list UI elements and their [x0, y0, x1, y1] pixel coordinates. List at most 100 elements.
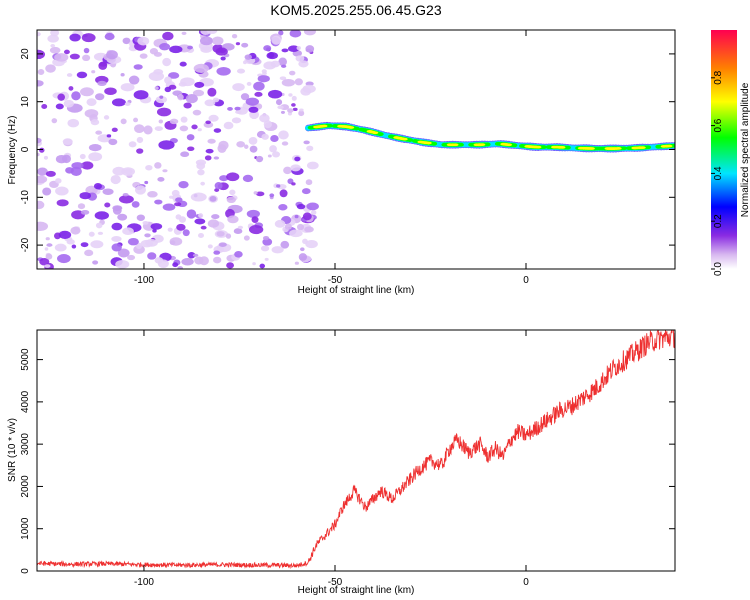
noise-blob: [289, 70, 296, 76]
noise-blob: [235, 110, 242, 114]
noise-blob: [177, 266, 183, 269]
noise-blob: [272, 151, 280, 158]
noise-blob: [291, 103, 296, 107]
signal-track: [305, 121, 675, 153]
noise-blob: [197, 169, 205, 176]
signal-track-cell: [615, 147, 622, 150]
noise-blob: [297, 223, 305, 231]
x-tick-label: -50: [328, 577, 343, 588]
signal-track-cell: [326, 123, 333, 128]
noise-blob: [300, 87, 312, 96]
noise-blob: [304, 226, 314, 233]
noise-blob: [95, 93, 105, 101]
noise-blob: [232, 83, 245, 92]
noise-blob: [281, 78, 296, 87]
noise-blob: [158, 140, 175, 150]
noise-blob: [39, 147, 45, 153]
noise-blob: [243, 235, 250, 241]
snr-series-line: [37, 330, 675, 570]
noise-blob: [180, 151, 190, 158]
noise-blob: [56, 199, 69, 207]
noise-blob: [178, 81, 187, 87]
noise-blob: [240, 93, 250, 101]
noise-blob: [110, 174, 121, 185]
noise-blob: [226, 196, 236, 204]
noise-blob: [283, 166, 292, 175]
noise-blob: [294, 156, 301, 162]
noise-blob: [80, 242, 89, 248]
noise-blob: [144, 180, 149, 185]
noise-blob: [249, 145, 258, 153]
noise-blob: [37, 32, 41, 37]
noise-blob: [154, 86, 159, 90]
noise-blob: [181, 257, 194, 266]
noise-blob: [156, 107, 172, 117]
y-tick-label: 4000: [20, 390, 31, 413]
noise-blob: [43, 155, 49, 160]
noise-blob: [302, 238, 308, 244]
noise-blob: [104, 87, 117, 96]
noise-blob: [269, 193, 275, 198]
noise-blob: [71, 244, 77, 249]
noise-blob: [255, 191, 265, 197]
noise-blob: [209, 195, 217, 202]
noise-blob: [216, 231, 225, 237]
y-tick-label: 3000: [20, 433, 31, 456]
noise-blob: [144, 233, 151, 238]
noise-blob: [218, 140, 229, 151]
noise-blob: [106, 50, 118, 60]
noise-blob: [244, 144, 249, 149]
noise-blob: [134, 185, 146, 195]
noise-blob: [186, 209, 197, 219]
noise-blob: [142, 220, 149, 225]
noise-blob: [88, 152, 103, 162]
noise-blob: [246, 81, 252, 86]
noise-blob: [42, 187, 52, 196]
noise-blob: [131, 201, 140, 208]
signal-track-cell: [377, 132, 384, 137]
noise-blob: [49, 46, 61, 54]
noise-blob: [92, 260, 99, 265]
noise-blob: [154, 162, 162, 169]
y-tick-label: -20: [20, 237, 31, 252]
noise-blob: [85, 185, 98, 195]
noise-blob: [200, 30, 211, 36]
noise-blob: [157, 177, 165, 182]
noise-blob: [246, 209, 260, 218]
noise-blob: [302, 212, 312, 221]
colorbar-ticks: 0.0 0.2 0.4 0.6 0.8: [711, 70, 724, 276]
noise-blob: [111, 235, 122, 242]
noise-blob: [218, 242, 227, 247]
noise-blob: [193, 63, 209, 73]
noise-blob: [108, 138, 118, 146]
noise-blob: [259, 113, 270, 123]
noise-blob: [254, 91, 263, 97]
signal-track-cell: [540, 145, 547, 150]
noise-blob: [62, 138, 73, 146]
noise-blob: [46, 243, 53, 247]
noise-blob: [39, 257, 50, 266]
noise-blob: [231, 33, 238, 39]
noise-blob: [289, 30, 302, 38]
noise-blob: [172, 262, 179, 268]
noise-blob: [299, 108, 304, 112]
noise-blob: [181, 31, 187, 35]
noise-blob: [77, 203, 86, 210]
noise-blob: [88, 144, 102, 152]
noise-blob: [294, 261, 299, 265]
noise-blob: [135, 242, 143, 250]
spectrogram-x-axis-label: Height of straight line (km): [298, 285, 415, 296]
noise-blob: [263, 236, 270, 241]
noise-blob: [56, 254, 71, 264]
noise-blob: [63, 49, 70, 55]
noise-blob: [213, 156, 220, 160]
signal-track-cell: [401, 137, 408, 141]
noise-blob: [124, 102, 131, 106]
noise-blob: [269, 145, 277, 153]
noise-blob: [182, 229, 190, 237]
noise-blob: [200, 225, 207, 230]
noise-blob: [44, 247, 49, 251]
noise-blob: [267, 154, 272, 158]
noise-blob: [208, 114, 219, 122]
noise-blob: [167, 227, 173, 232]
